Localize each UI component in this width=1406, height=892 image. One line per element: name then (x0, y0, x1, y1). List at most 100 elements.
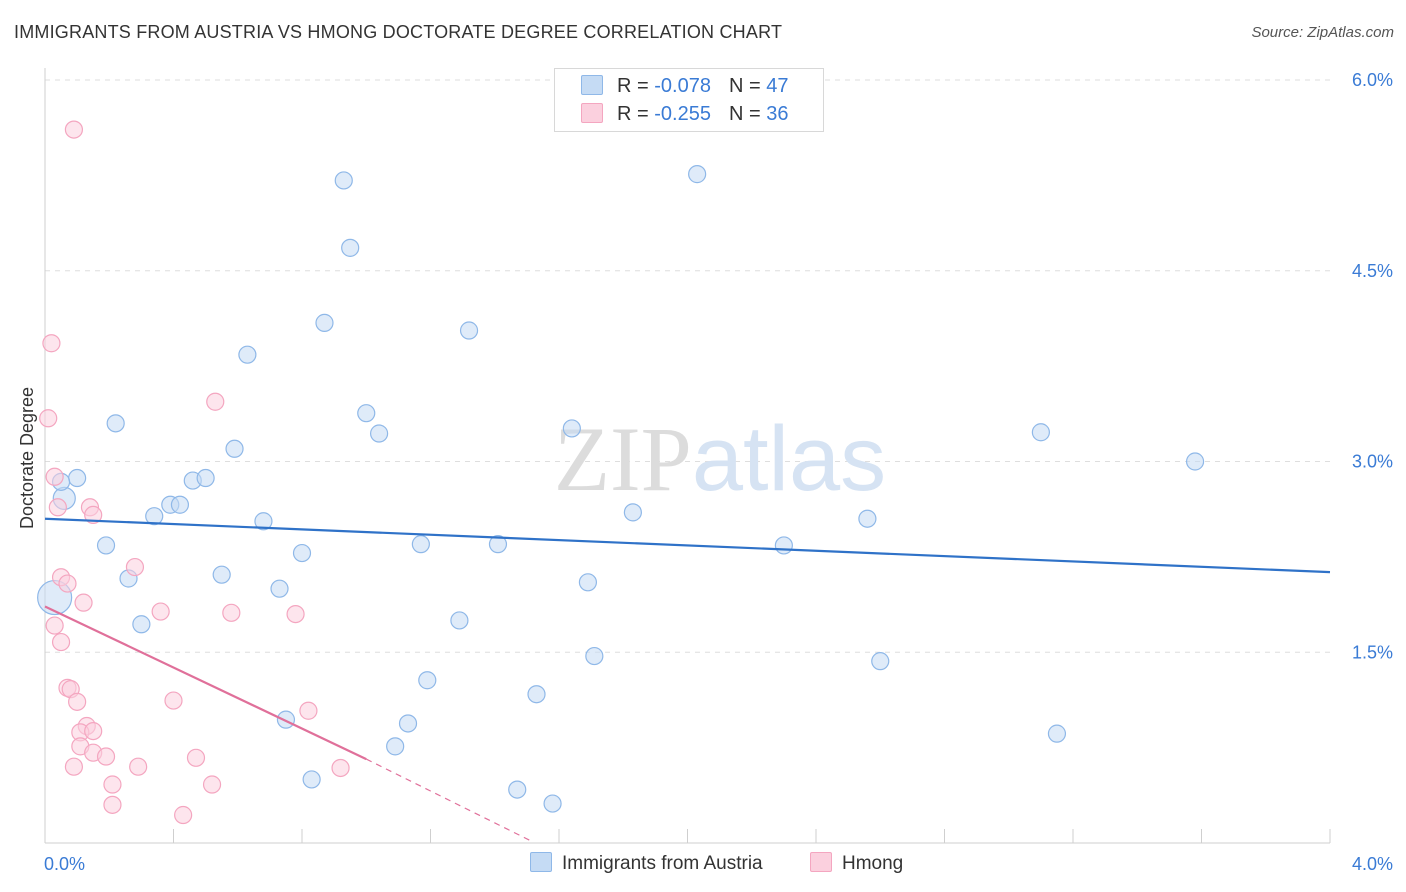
austria-point (106, 414, 125, 433)
hmong-point (64, 757, 84, 776)
hmong-trend-line (44, 605, 367, 761)
x-tick-label-left: 0.0% (44, 854, 85, 874)
chart-title: IMMIGRANTS FROM AUSTRIA VS HMONG DOCTORA… (14, 22, 783, 42)
hmong-point (103, 775, 122, 794)
y-tick-label: 6.0% (1352, 70, 1393, 90)
austria-point (225, 439, 244, 458)
austria-point (578, 573, 598, 592)
hmong-point (206, 392, 225, 411)
hmong-point (202, 775, 222, 794)
austria-point (871, 652, 890, 671)
hmong-point (125, 557, 145, 577)
austria-point (562, 419, 581, 438)
austria-point (527, 685, 546, 704)
austria-point (212, 565, 231, 584)
austria-point (398, 714, 418, 733)
hmong-point (186, 748, 206, 767)
austria-point (386, 737, 405, 756)
legend-n-label: N = (728, 103, 767, 125)
legend-n-value: 36 (766, 103, 789, 125)
hmong-point (174, 805, 193, 825)
austria-point (488, 535, 508, 554)
austria-point (508, 780, 527, 799)
legend-r-label: R = (617, 75, 655, 97)
austria-point (623, 503, 642, 522)
austria-point (450, 611, 469, 630)
bottom-legend-label: Hmong (842, 853, 904, 874)
austria-point (238, 345, 257, 364)
hmong-point (84, 505, 103, 525)
legend-row-hmong: R = -0.255 N = 36 (581, 103, 788, 127)
legend-n-label: N = (728, 75, 767, 97)
legend-r-label: R = (617, 103, 655, 125)
hmong-point (129, 757, 148, 776)
hmong-point (151, 602, 170, 621)
hmong-point (58, 574, 77, 593)
hmong-point (42, 334, 61, 353)
austria-point (1185, 452, 1205, 471)
hmong-point (48, 498, 67, 517)
austria-point (96, 536, 116, 555)
bottom-swatch-hmong (810, 852, 832, 872)
austria-point (145, 507, 164, 526)
austria-point (170, 495, 190, 514)
data-points (37, 120, 1205, 825)
hmong-point (64, 120, 84, 139)
chart-source: Source: ZipAtlas.com (1251, 24, 1394, 41)
legend-swatch-hmong (581, 103, 603, 123)
y-tick-label: 1.5% (1352, 642, 1393, 662)
austria-point (334, 171, 353, 190)
hmong-point (96, 747, 116, 766)
austria-point (357, 404, 376, 423)
trend-lines (44, 517, 1331, 841)
tick-labels: 1.5% 3.0% 4.5% 6.0% 0.0% 4.0% (44, 70, 1393, 874)
hmong-point (45, 467, 64, 486)
hmong-point (74, 593, 93, 612)
hmong-trend-extension (365, 758, 531, 841)
austria-point (585, 646, 604, 666)
austria-point (254, 512, 273, 531)
x-tick-label-right: 4.0% (1352, 854, 1393, 874)
legend-row-austria: R = -0.078 N = 47 (581, 75, 788, 99)
legend-r-value: -0.078 (654, 75, 711, 97)
austria-trend-line (44, 517, 1331, 574)
austria-point (68, 468, 87, 488)
y-axis-label: Doctorate Degree (17, 387, 37, 529)
hmong-point (45, 616, 64, 635)
austria-point (858, 509, 877, 528)
austria-point (315, 313, 334, 332)
austria-point (688, 165, 707, 184)
grid-lines (45, 79, 1330, 653)
austria-point (411, 535, 430, 554)
correlation-legend: R = -0.078 N = 47 R = -0.255 N = 36 (554, 68, 824, 132)
hmong-point (103, 795, 122, 814)
y-tick-label: 4.5% (1352, 261, 1393, 281)
austria-point (774, 536, 793, 555)
austria-point (1031, 423, 1050, 442)
legend-n-value: 47 (766, 75, 789, 97)
austria-point (1047, 724, 1067, 743)
bottom-legend-austria: Immigrants from Austria (530, 852, 763, 875)
hmong-point (68, 692, 87, 711)
legend-swatch-austria (581, 75, 603, 95)
hmong-point (84, 721, 103, 741)
austria-point (418, 671, 437, 690)
austria-point (341, 238, 360, 257)
hmong-point (39, 409, 58, 428)
austria-point (302, 770, 321, 789)
austria-point (196, 468, 215, 488)
austria-point (370, 424, 389, 443)
hmong-point (222, 603, 241, 622)
austria-point (292, 543, 312, 563)
legend-r-value: -0.255 (654, 103, 711, 125)
hmong-point (331, 758, 350, 778)
hmong-point (51, 632, 71, 652)
bottom-legend-label: Immigrants from Austria (562, 853, 763, 874)
austria-point (270, 579, 289, 598)
bottom-swatch-austria (530, 852, 552, 872)
watermark: ZIPatlas (554, 408, 886, 510)
hmong-point (164, 691, 183, 710)
axes (44, 68, 1331, 844)
bottom-legend-hmong: Hmong (810, 852, 903, 875)
